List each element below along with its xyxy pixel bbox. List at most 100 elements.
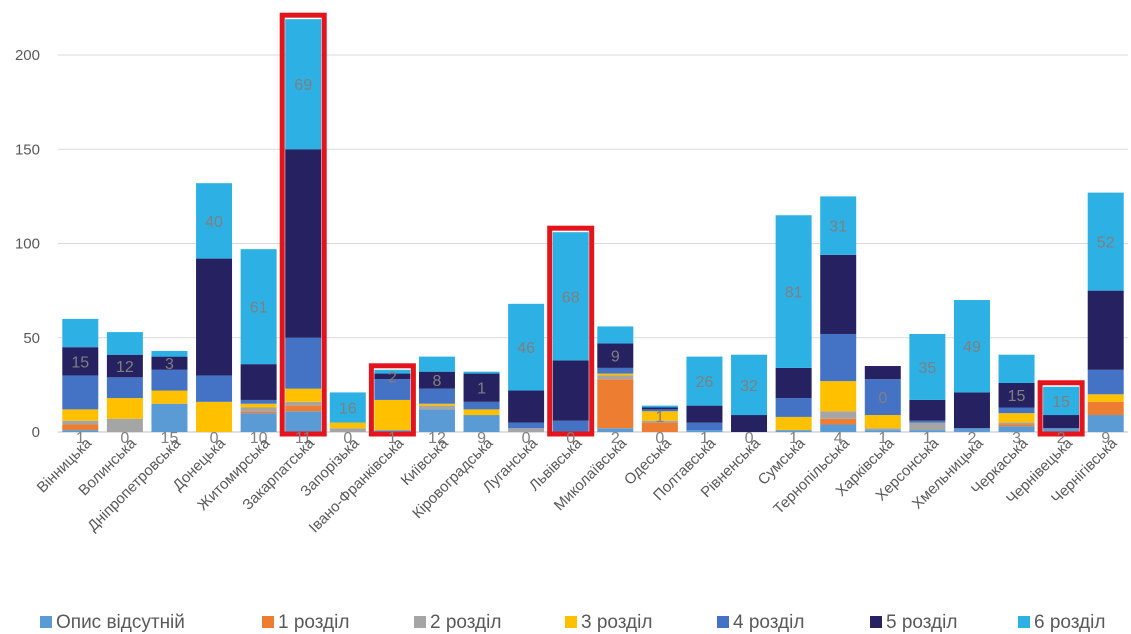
bar-segment-2-розділ-харківська — [864, 428, 901, 431]
data-label-3-розділ-одеська: 1 — [655, 409, 664, 426]
bar-segment-2-розділ-закарпатська — [285, 401, 322, 406]
bar-segment-5-розділ-луганська — [508, 390, 545, 423]
bar-segment-6-розділ-житомирська — [240, 249, 277, 365]
bar-segment-5-розділ-одеська — [641, 407, 678, 410]
data-label-опис-відсутній-львівська: 0 — [566, 430, 575, 447]
bar-segment-3-розділ-сумська — [775, 416, 812, 431]
legend-label-4-розділ: 4 розділ — [733, 612, 804, 633]
data-label-опис-відсутній-херсонська: 1 — [923, 430, 932, 447]
data-label-опис-відсутній-житомирська: 10 — [250, 430, 268, 447]
bar-segment-опис-відсутній-херсонська — [909, 430, 946, 432]
bar-segment-2-розділ-херсонська — [909, 422, 946, 431]
bar-segment-5-розділ-тернопільська — [820, 254, 857, 334]
bar-segment-3-розділ-кіровоградська — [463, 409, 500, 416]
data-label-опис-відсутній-полтавська: 1 — [700, 430, 709, 447]
data-label-опис-відсутній-київська: 12 — [428, 430, 446, 447]
data-label-5-розділ-кіровоградська: 1 — [477, 381, 486, 398]
bar-segment-2-розділ-волинська — [106, 418, 143, 432]
bar-segment-2-розділ-київська — [418, 405, 455, 410]
bar-segment-6-розділ-івано-франківська — [374, 369, 411, 374]
bar-segment-4-розділ-миколаївська — [597, 367, 634, 374]
bar-segment-6-розділ-одеська — [641, 405, 678, 408]
bar-segment-2-розділ-черкаська — [998, 422, 1035, 425]
highlight-box-львівська — [547, 225, 595, 437]
data-label-опис-відсутній-вінницька: 1 — [76, 430, 85, 447]
bar-segment-3-розділ-закарпатська — [285, 388, 322, 402]
legend-label-6-розділ: 6 розділ — [1034, 612, 1105, 633]
data-label-5-розділ-миколаївська: 9 — [611, 349, 620, 366]
data-label-5-розділ-волинська: 12 — [116, 359, 134, 376]
bar-segment-опис-відсутній-чернігівська — [1087, 415, 1124, 432]
bar-segment-4-розділ-івано-франківська — [374, 379, 411, 400]
bar-segment-опис-відсутній-тернопільська — [820, 424, 857, 432]
bar-segment-2-розділ-одеська — [641, 420, 678, 423]
bar-segment-опис-відсутній-сумська — [775, 430, 812, 432]
bar-segment-опис-відсутній-кіровоградська — [463, 415, 500, 432]
data-label-опис-відсутній-запорізька: 0 — [343, 430, 352, 447]
legend-label-опис-відсутній: Опис відсутній — [56, 612, 185, 633]
data-label-опис-відсутній-івано-франківська: 1 — [388, 430, 397, 447]
bar-segment-1-розділ-чернігівська — [1087, 401, 1124, 416]
data-label-6-розділ-полтавська: 26 — [696, 374, 714, 391]
data-label-6-розділ-закарпатська: 69 — [294, 77, 312, 94]
bar-segment-опис-відсутній-чернівецька — [1043, 428, 1080, 432]
data-label-опис-відсутній-луганська: 0 — [522, 430, 531, 447]
bar-segment-5-розділ-полтавська — [686, 405, 723, 423]
bar-segment-6-розділ-тернопільська — [820, 196, 857, 255]
bar-segment-4-розділ-луганська — [508, 422, 545, 429]
bar-segment-6-розділ-сумська — [775, 215, 812, 368]
bar-segment-1-розділ-тернопільська — [820, 418, 857, 425]
bar-segment-опис-відсутній-черкаська — [998, 426, 1035, 432]
data-label-опис-відсутній-кіровоградська: 9 — [477, 430, 486, 447]
bar-segment-3-розділ-київська — [418, 403, 455, 406]
highlight-box-чернівецька — [1037, 380, 1085, 437]
data-label-опис-відсутній-чернігівська: 9 — [1101, 430, 1110, 447]
bar-segment-опис-відсутній-харківська — [864, 430, 901, 432]
bar-segment-6-розділ-луганська — [508, 303, 545, 391]
legend-label-3-розділ: 3 розділ — [581, 612, 652, 633]
bar-segment-5-розділ-сумська — [775, 367, 812, 399]
bar-segment-6-розділ-чернігівська — [1087, 192, 1124, 291]
bar-segment-5-розділ-хмельницька — [953, 392, 990, 429]
data-label-опис-відсутній-закарпатська: 11 — [295, 430, 312, 447]
bar-segment-2-розділ-запорізька — [329, 428, 366, 432]
legend-swatch-2-розділ — [414, 616, 426, 628]
bar-segment-1-розділ-вінницька — [62, 424, 99, 431]
bar-segment-6-розділ-закарпатська — [285, 19, 322, 150]
bar-segment-5-розділ-донецька — [196, 258, 233, 376]
bar-segment-4-розділ-чернігівська — [1087, 369, 1124, 395]
bar-segment-6-розділ-херсонська — [909, 333, 946, 400]
bar-segment-5-розділ-чернігівська — [1087, 290, 1124, 370]
data-label-опис-відсутній-харківська: 1 — [878, 430, 887, 447]
legend-label-1-розділ: 1 розділ — [278, 612, 349, 633]
legend-swatch-1-розділ — [262, 616, 274, 628]
bar-segment-4-розділ-донецька — [196, 375, 233, 402]
bar-segment-опис-відсутній-полтавська — [686, 430, 723, 432]
y-axis-ticks: 0 50 100 150 200 — [15, 47, 40, 441]
data-label-5-розділ-вінницька: 15 — [71, 354, 89, 371]
bar-segment-4-розділ-дніпропетровська — [151, 369, 188, 391]
bars-layer — [62, 19, 1124, 432]
bar-segment-6-розділ-кіровоградська — [463, 371, 500, 374]
legend: Опис відсутній 1 розділ 2 розділ 3 розділ 4 … — [40, 612, 1105, 633]
bar-segment-6-розділ-дніпропетровська — [151, 350, 188, 357]
highlight-boxes — [279, 12, 1085, 437]
bar-segment-3-розділ-волинська — [106, 398, 143, 419]
bar-segment-5-розділ-дніпропетровська — [151, 356, 188, 370]
bar-segment-2-розділ-тернопільська — [820, 411, 857, 419]
bar-segment-1-розділ-миколаївська — [597, 379, 634, 429]
bar-segment-опис-відсутній-київська — [418, 409, 455, 432]
bar-segment-5-розділ-закарпатська — [285, 149, 322, 338]
data-label-опис-відсутній-миколаївська: 2 — [611, 430, 620, 447]
data-label-опис-відсутній-донецька: 0 — [210, 430, 219, 447]
data-label-6-розділ-херсонська: 35 — [918, 360, 936, 377]
legend-swatch-опис-відсутній — [40, 616, 52, 628]
bar-segment-1-розділ-закарпатська — [285, 405, 322, 412]
data-label-опис-відсутній-дніпропетровська: 15 — [161, 430, 179, 447]
bar-segment-6-розділ-чернівецька — [1043, 386, 1080, 416]
data-label-6-розділ-тернопільська: 31 — [829, 219, 847, 236]
bar-segment-3-розділ-харківська — [864, 415, 901, 429]
data-label-6-розділ-рівненська: 32 — [740, 378, 758, 395]
bar-segment-опис-відсутній-закарпатська — [285, 411, 322, 432]
data-labels: 1150121530401061116901612128910460682901… — [71, 77, 1114, 447]
